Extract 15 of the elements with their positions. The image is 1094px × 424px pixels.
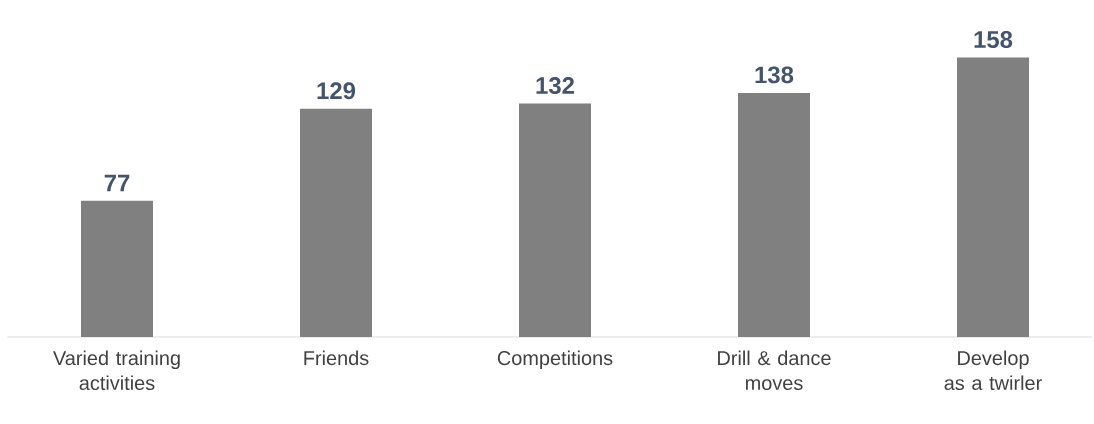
x-tick-label: Drill & dance moves	[718, 350, 831, 391]
x-tick-label: Friends	[304, 350, 369, 366]
x-tick-label: Develop as a twirler	[944, 350, 1042, 391]
data-label: 138	[755, 66, 794, 84]
data-label: 132	[536, 77, 574, 94]
bar	[957, 57, 1029, 337]
x-tick-label: Competitions	[497, 350, 613, 370]
data-label: 158	[974, 31, 1013, 48]
bar	[738, 92, 810, 337]
x-tick-label: Varied training activities	[53, 350, 180, 391]
bar	[519, 103, 591, 337]
bar	[300, 108, 372, 337]
data-label: 77	[104, 174, 130, 192]
bar	[81, 200, 153, 337]
data-label: 129	[317, 82, 356, 100]
